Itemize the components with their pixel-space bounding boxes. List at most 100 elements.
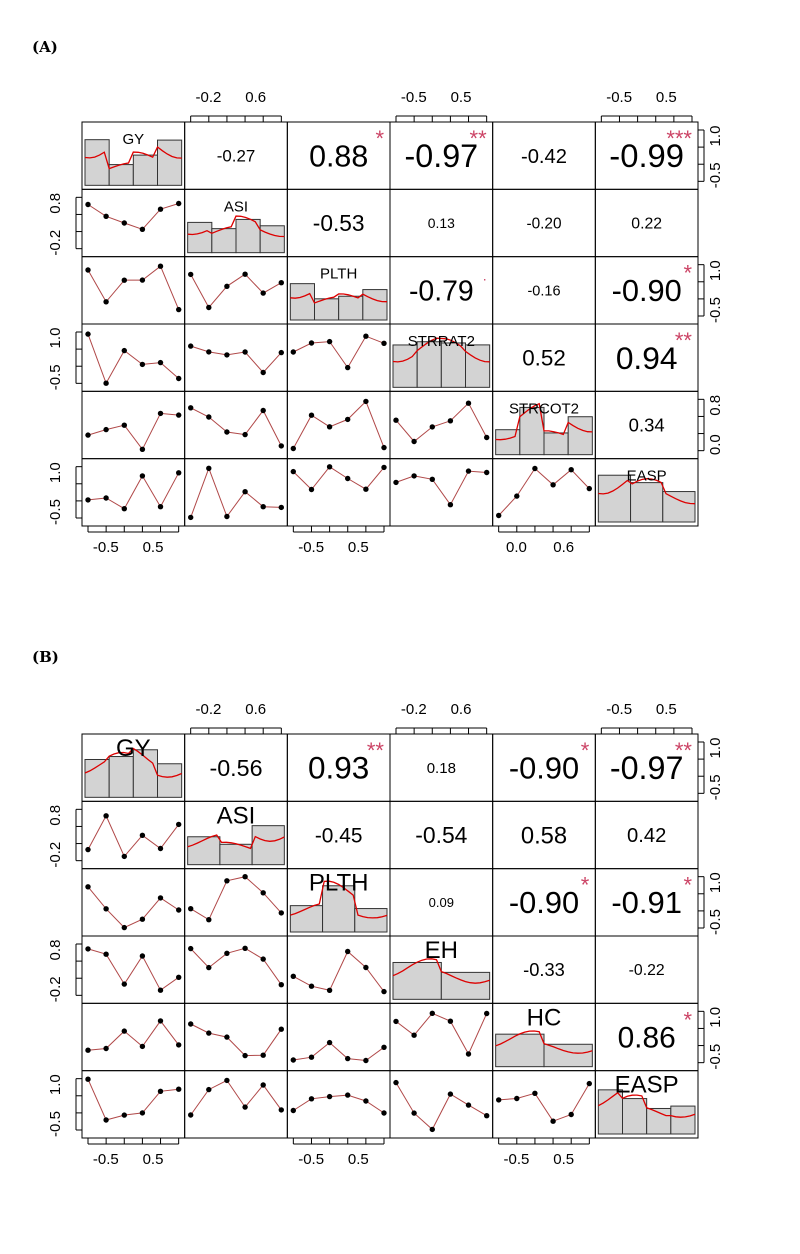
data-point [550,1118,556,1124]
cell-border [389,390,494,460]
data-point [278,349,284,356]
data-point [188,1021,194,1027]
cell-border [184,390,288,460]
data-point [260,956,266,962]
right-axis-label: 1.0 [707,738,724,759]
data-point [121,1028,128,1034]
data-point [345,364,351,371]
data-point [157,895,164,901]
significance-stars: * [375,126,384,151]
top-axis-label: 0.5 [451,89,472,106]
data-point [363,1098,369,1104]
histogram-bar [354,908,388,933]
data-point [139,1110,146,1116]
bottom-axis-label: 0.5 [348,1151,369,1168]
correlation-value: 0.09 [429,895,454,910]
smooth-line [292,466,385,491]
data-point [121,981,128,987]
cell-border [594,458,699,527]
histogram-bar [440,342,467,388]
correlation-value: -0.99 [609,137,684,174]
density-curve [290,880,388,919]
data-point [308,1054,315,1060]
cell-border [81,868,186,937]
data-point [393,417,399,423]
correlation-value: -0.97 [610,750,684,786]
histogram-bar [211,228,237,254]
histogram-bar [289,905,324,933]
right-axis-label: -0.5 [707,1044,724,1070]
histogram-bar [495,1033,545,1068]
correlation-value: -0.20 [526,215,561,232]
correlation-value: -0.79 [409,275,474,307]
significance-stars: * [683,261,692,286]
data-point [85,267,91,273]
data-point [224,513,230,520]
top-axis-label: 0.6 [245,701,266,718]
correlation-value: -0.16 [527,283,560,299]
left-axis-label: 1.0 [47,462,64,483]
data-point [121,1112,128,1118]
data-point [411,473,417,479]
histogram-bar [338,295,364,321]
correlation-value: -0.90 [509,885,579,920]
data-point [242,945,248,951]
data-point [345,1092,351,1098]
data-point [465,400,472,406]
data-point [326,1039,333,1046]
histogram-bar [567,416,593,456]
data-point [176,375,182,382]
data-point [447,418,454,424]
data-point [290,973,296,979]
significance-stars: * [581,873,590,898]
data-point [308,983,315,989]
smooth-line [395,1012,488,1056]
data-point [85,1047,91,1053]
cell-border [286,458,391,527]
data-point [260,290,266,296]
data-point [157,845,164,852]
correlation-value: 0.93 [308,750,369,786]
smooth-line [395,402,488,443]
data-point [176,470,182,476]
data-point [308,486,315,493]
data-point [278,910,284,916]
histogram-bar [362,289,388,321]
data-point [176,974,182,980]
significance-stars: ** [675,328,693,353]
correlation-value: -0.45 [315,824,363,847]
bottom-axis-label: -0.5 [93,539,119,556]
right-axis-label: -0.5 [707,162,724,188]
data-point [224,429,230,435]
data-point [363,486,369,492]
data-point [103,299,109,305]
data-point [363,398,369,405]
data-point [484,434,490,441]
right-axis-label: 1.0 [707,872,724,893]
cell-border [184,323,288,392]
data-point [176,200,182,207]
data-point [308,1096,315,1102]
data-point [345,1055,351,1062]
histogram-bar [630,482,664,523]
histogram-bar [84,139,110,186]
significance-stars: ** [675,738,693,763]
histogram-bar [157,139,183,186]
data-point [103,1045,109,1052]
data-point [224,1034,230,1040]
data-point [85,331,91,337]
cell-border [81,390,186,460]
data-point [484,469,490,476]
histogram-bar [259,225,285,254]
data-point [85,846,91,853]
cell-border [286,323,391,392]
data-point [290,445,296,452]
smooth-line [293,950,385,992]
data-point [260,890,266,896]
correlation-value: 0.13 [428,215,455,231]
data-point [176,412,182,418]
data-point [260,1052,266,1058]
data-point [139,473,146,479]
left-axis-label: 0.8 [47,940,64,961]
smooth-line [293,1094,385,1114]
